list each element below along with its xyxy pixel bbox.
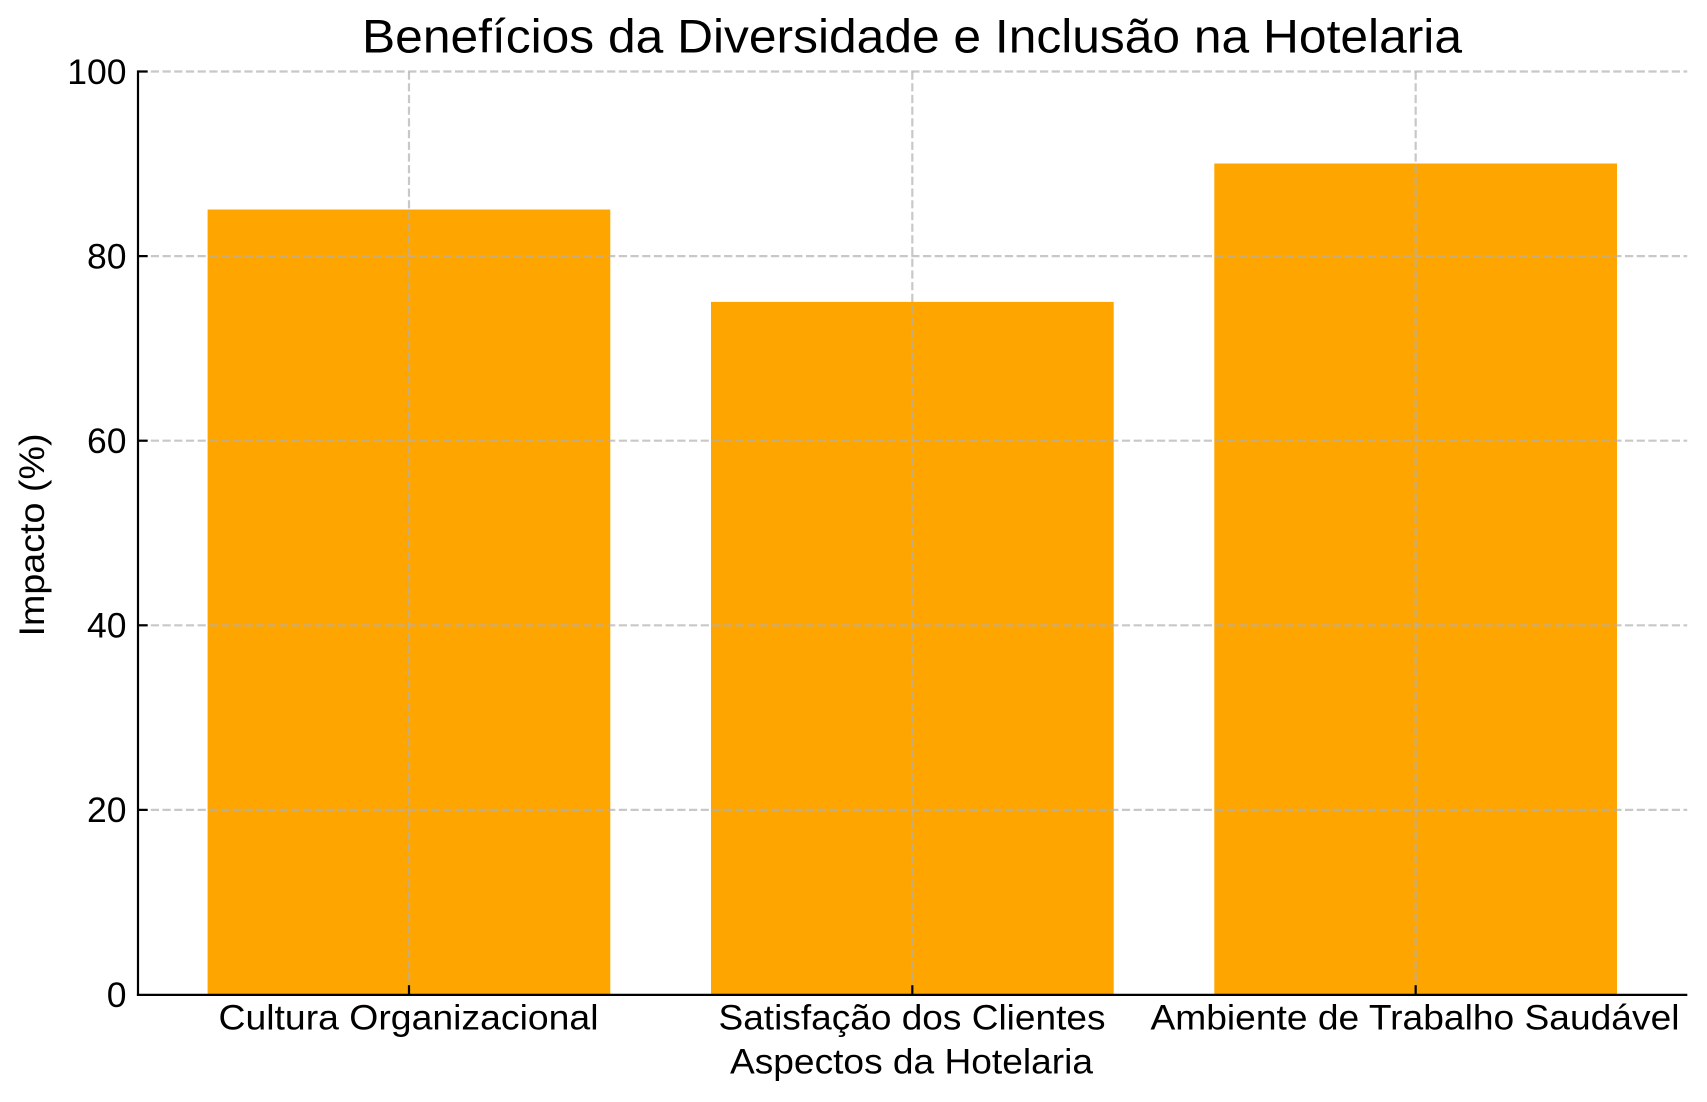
- svg-text:Cultura Organizacional: Cultura Organizacional: [219, 998, 599, 1038]
- svg-text:80: 80: [87, 236, 127, 276]
- svg-text:Benefícios da Diversidade e In: Benefícios da Diversidade e Inclusão na …: [362, 10, 1463, 63]
- svg-text:0: 0: [107, 975, 127, 1015]
- svg-text:Satisfação dos Clientes: Satisfação dos Clientes: [719, 998, 1106, 1038]
- svg-text:100: 100: [67, 52, 126, 92]
- svg-text:Ambiente de Trabalho Saudável: Ambiente de Trabalho Saudável: [1151, 998, 1680, 1038]
- svg-text:60: 60: [87, 421, 127, 461]
- svg-text:Aspectos da Hotelaria: Aspectos da Hotelaria: [730, 1042, 1093, 1082]
- svg-text:40: 40: [87, 606, 127, 646]
- svg-text:20: 20: [87, 790, 127, 830]
- svg-text:Impacto (%): Impacto (%): [12, 434, 52, 637]
